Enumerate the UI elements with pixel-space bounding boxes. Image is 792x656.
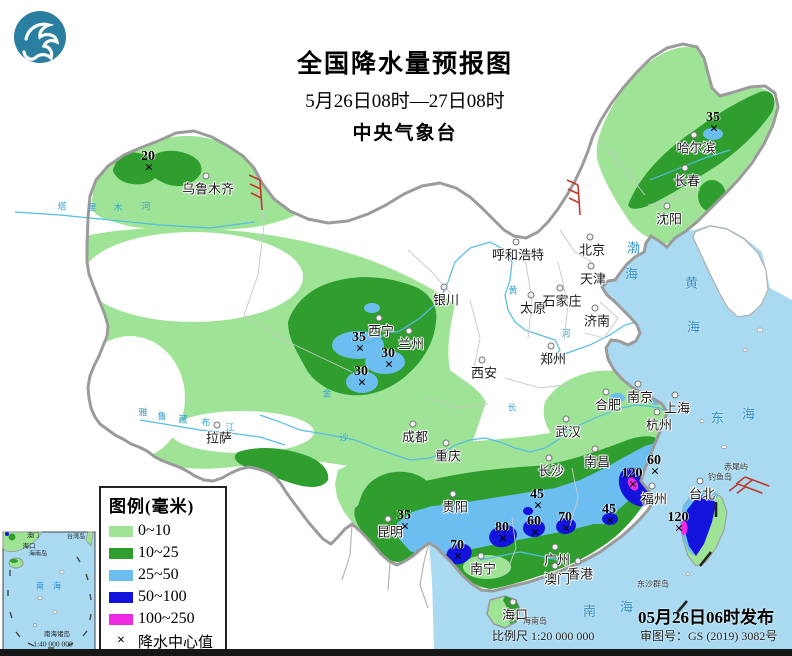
inset-map [2,531,96,653]
legend-label: 50~100 [138,588,187,605]
legend-swatch [109,525,133,537]
page-title: 全国降水量预报图 [296,51,513,78]
foreign-borders [341,523,430,609]
precip-regions [87,46,776,589]
rivers [14,149,731,561]
legend-swatch [109,569,133,581]
bottom-bar [0,649,792,656]
forecast-period: 5月26日08时—27日08时 [305,91,505,112]
boundary-dashes [675,502,718,615]
legend-label: 25~50 [138,566,179,583]
wind-barb-icon [248,174,770,495]
precip-center-label: 降水中心值 [138,634,214,651]
legend-marker-row: × 降水中心值 [109,630,219,652]
legend-item: 10~25 [109,542,219,564]
legend-item: 25~50 [109,564,219,586]
korea-peninsula [692,225,769,318]
legend-label: 10~25 [138,544,179,561]
legend-rows: 0~10 10~25 25~50 50~100 100~250 [109,520,219,630]
legend-label: 100~250 [138,610,195,627]
legend-title: 图例(毫米) [109,497,195,516]
legend-swatch [109,591,133,603]
legend-box: 图例(毫米) 0~10 10~25 25~50 50~100 100~250 × 降水中… [99,486,227,656]
legend-swatch [109,613,133,625]
legend-item: 100~250 [109,608,219,630]
issue-time: 05月26日06时发布 [638,608,774,627]
issuing-agency: 中央气象台 [352,123,458,144]
legend-label: 0~10 [138,522,171,539]
legend-item: 50~100 [109,586,219,608]
province-borders [243,139,701,575]
china-border [85,42,780,593]
taiwan-island [679,489,728,567]
precip-center-symbol: × [117,633,125,648]
cma-logo-icon [14,11,66,63]
small-islands [685,327,763,576]
legend-item: 0~10 [109,520,219,542]
map-scale: 比例尺 1:20 000 000 [492,629,595,643]
legend-swatch [109,547,133,559]
approval-number: 审图号：GS (2019) 3082号 [640,629,778,643]
map-header: 全国降水量预报图 5月26日08时—27日08时 中央气象台 [240,44,570,145]
